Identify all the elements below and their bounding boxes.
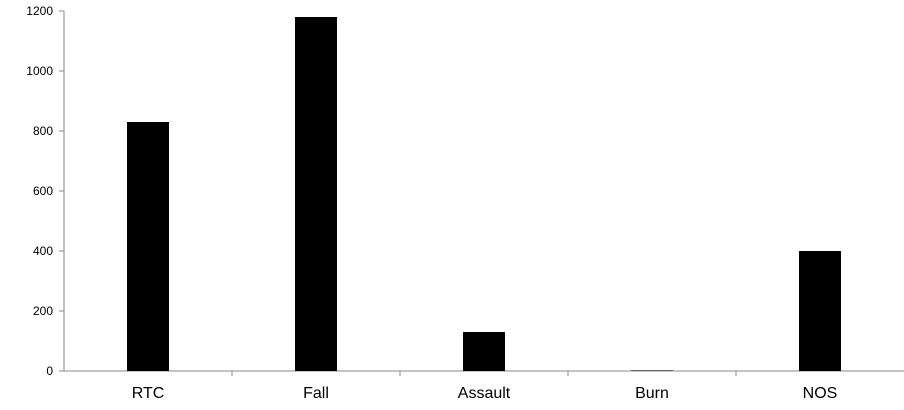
y-tick-label: 1000	[26, 64, 53, 78]
y-tick-label: 400	[33, 244, 53, 258]
bars	[127, 17, 841, 371]
x-category-label: Assault	[458, 385, 511, 402]
x-category-label: NOS	[803, 385, 838, 402]
y-tick-label: 600	[33, 184, 53, 198]
x-category-label: Fall	[303, 385, 329, 402]
bar-burn	[631, 370, 673, 371]
y-tick-label: 800	[33, 124, 53, 138]
bar-rtc	[127, 122, 169, 371]
y-tick-label: 200	[33, 304, 53, 318]
category-labels: RTC Fall Assault Burn NOS	[132, 385, 838, 402]
x-axis	[64, 370, 904, 376]
x-category-label: Burn	[635, 385, 669, 402]
bar-fall	[295, 17, 337, 371]
bar-nos	[799, 251, 841, 371]
y-axis: 0 200 400 600 800 1000 1200	[26, 4, 65, 378]
bar-assault	[463, 332, 505, 371]
x-category-label: RTC	[132, 385, 165, 402]
y-tick-label: 0	[46, 364, 53, 378]
y-tick-label: 1200	[26, 4, 53, 18]
